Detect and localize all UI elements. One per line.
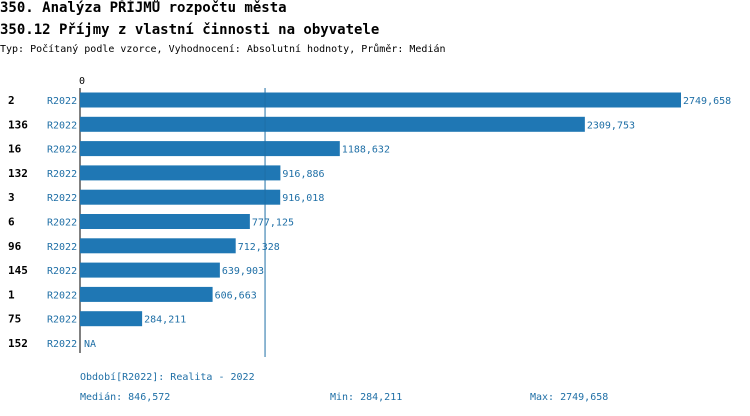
bar-value-label: 916,886 xyxy=(282,169,324,180)
row-id-label: 96 xyxy=(8,240,22,253)
axis-zero-label: 0 xyxy=(79,76,85,87)
row-id-label: 145 xyxy=(8,264,28,277)
row-id-label: 132 xyxy=(8,167,28,180)
chart-meta: Typ: Počítaný podle vzorce, Vyhodnocení:… xyxy=(0,44,446,55)
bar-value-label: 639,903 xyxy=(222,266,264,277)
bar xyxy=(80,214,250,229)
row-period-label: R2022 xyxy=(47,96,77,107)
chart-subtitle: 350.12 Příjmy z vlastní činnosti na obyv… xyxy=(0,22,380,38)
bar xyxy=(80,165,281,181)
bar-value-label: 2309,753 xyxy=(587,120,635,131)
row-period-label: R2022 xyxy=(47,169,77,180)
bar xyxy=(80,116,585,132)
row-period-label: R2022 xyxy=(47,266,77,277)
bar xyxy=(80,141,340,157)
bar xyxy=(80,262,220,278)
bar-value-label: 1188,632 xyxy=(342,145,390,156)
footer-max: Max: 2749,658 xyxy=(530,392,609,403)
row-id-label: 136 xyxy=(8,118,28,131)
row-id-label: 152 xyxy=(8,337,28,350)
chart-title: 350. Analýza PŘÍJMŮ rozpočtu města xyxy=(0,0,287,16)
bar-value-label: 606,663 xyxy=(215,290,257,301)
row-id-label: 75 xyxy=(8,313,21,326)
row-period-label: R2022 xyxy=(47,120,77,131)
bar-value-label: 712,328 xyxy=(238,242,280,253)
row-period-label: R2022 xyxy=(47,193,77,204)
bar-value-label: 284,211 xyxy=(144,315,186,326)
row-id-label: 1 xyxy=(8,288,15,301)
row-period-label: R2022 xyxy=(47,290,77,301)
row-period-label: R2022 xyxy=(47,218,77,229)
bar-value-label: 916,018 xyxy=(282,193,324,204)
row-id-label: 3 xyxy=(8,191,15,204)
bar xyxy=(80,189,281,205)
row-id-label: 16 xyxy=(8,143,22,156)
bar xyxy=(80,286,213,302)
row-period-label: R2022 xyxy=(47,315,77,326)
bar xyxy=(80,238,236,254)
footer-period: Období[R2022]: Realita - 2022 xyxy=(80,372,255,383)
footer-min: Min: 284,211 xyxy=(330,392,403,403)
footer-median: Medián: 846,572 xyxy=(80,392,171,403)
row-period-label: R2022 xyxy=(47,145,77,156)
bar xyxy=(80,311,143,327)
bar-value-label: 2749,658 xyxy=(683,96,731,107)
row-period-label: R2022 xyxy=(47,242,77,253)
bar xyxy=(80,92,681,108)
row-id-label: 2 xyxy=(8,94,15,107)
row-period-label: R2022 xyxy=(47,339,77,350)
row-id-label: 6 xyxy=(8,216,15,229)
bar-value-label: NA xyxy=(84,339,96,350)
bar-value-label: 777,125 xyxy=(252,218,294,229)
